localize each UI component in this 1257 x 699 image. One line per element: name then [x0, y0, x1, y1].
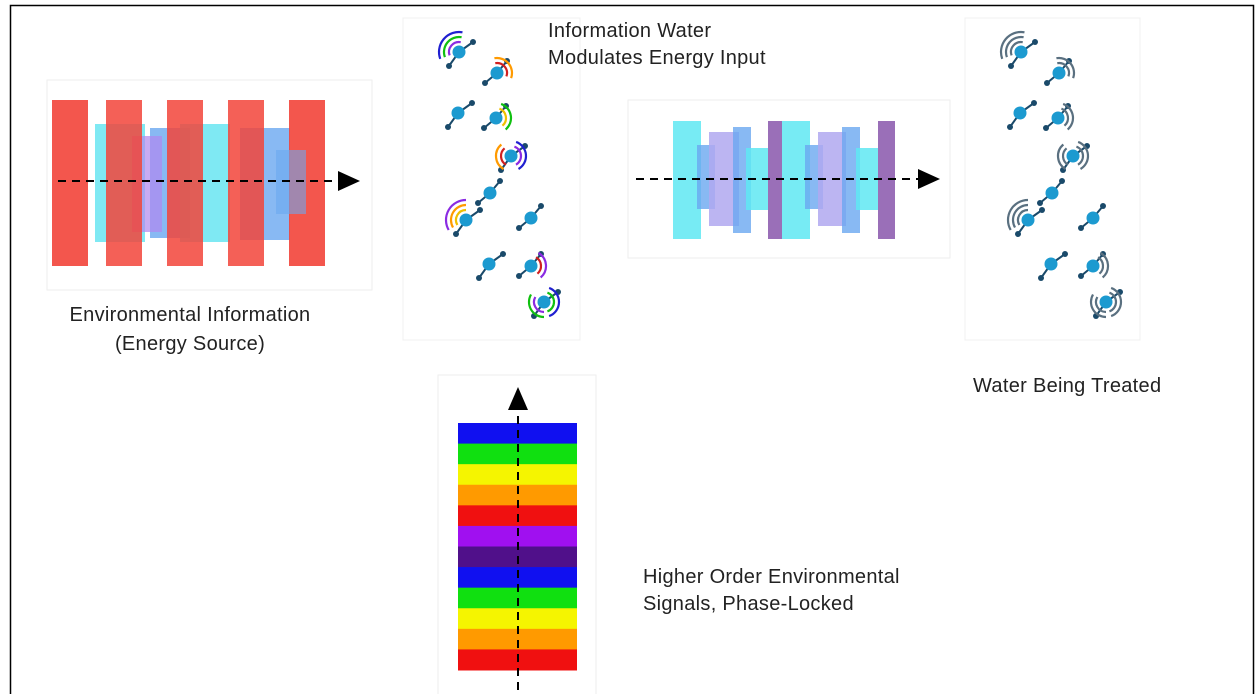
hydrogen — [1038, 275, 1044, 281]
label-line: Information Water — [548, 20, 711, 42]
modulated-panel — [628, 100, 950, 258]
oxygen — [525, 260, 538, 273]
hydrogen — [1059, 178, 1065, 184]
oxygen — [1087, 260, 1100, 273]
oxygen — [484, 187, 497, 200]
label-line: (Energy Source) — [115, 333, 265, 355]
hydrogen — [446, 63, 452, 69]
hydrogen — [538, 203, 544, 209]
hydrogen — [500, 251, 506, 257]
hydrogen — [470, 39, 476, 45]
oxygen — [1045, 258, 1058, 271]
hydrogen — [516, 225, 522, 231]
hydrogen — [469, 100, 475, 106]
label-line: Modulates Energy Input — [548, 47, 766, 69]
oxygen — [1100, 296, 1113, 309]
label-line: Higher Order Environmental — [643, 566, 900, 588]
label-line: Environmental Information — [70, 304, 311, 326]
signals-panel — [438, 375, 596, 694]
oxygen — [453, 46, 466, 59]
bar — [167, 100, 203, 266]
hydrogen — [1037, 200, 1043, 206]
oxygen — [1014, 107, 1027, 120]
energy-source-panel — [47, 80, 372, 290]
hydrogen — [1032, 39, 1038, 45]
hydrogen — [1008, 63, 1014, 69]
hydrogen — [516, 273, 522, 279]
hydrogen — [475, 200, 481, 206]
oxygen — [1052, 112, 1065, 125]
label-line: Water Being Treated — [973, 375, 1161, 397]
oxygen — [1046, 187, 1059, 200]
hydrogen — [1043, 125, 1049, 131]
hydrogen — [477, 207, 483, 213]
bar — [228, 100, 264, 266]
hydrogen — [481, 125, 487, 131]
hydrogen — [1078, 273, 1084, 279]
bar — [106, 100, 142, 266]
oxygen — [1087, 212, 1100, 225]
hydrogen — [1039, 207, 1045, 213]
oxygen — [525, 212, 538, 225]
oxygen — [490, 112, 503, 125]
hydrogen — [1044, 80, 1050, 86]
hydrogen — [445, 124, 451, 130]
label-line: Signals, Phase-Locked — [643, 593, 854, 615]
hydrogen — [1015, 231, 1021, 237]
hydrogen — [482, 80, 488, 86]
hydrogen — [453, 231, 459, 237]
oxygen — [505, 150, 518, 163]
hydrogen — [1031, 100, 1037, 106]
hydrogen — [1078, 225, 1084, 231]
oxygen — [1022, 214, 1035, 227]
hydrogen — [497, 178, 503, 184]
oxygen — [483, 258, 496, 271]
diagram: Information Water Modulates Energy Input… — [0, 0, 1257, 694]
hydrogen — [1007, 124, 1013, 130]
hydrogen — [1100, 203, 1106, 209]
hydrogen — [476, 275, 482, 281]
oxygen — [452, 107, 465, 120]
oxygen — [1053, 67, 1066, 80]
oxygen — [538, 296, 551, 309]
oxygen — [460, 214, 473, 227]
oxygen — [1067, 150, 1080, 163]
bar — [52, 100, 88, 266]
oxygen — [491, 67, 504, 80]
hydrogen — [1062, 251, 1068, 257]
water-molecules-treated — [965, 18, 1140, 340]
oxygen — [1015, 46, 1028, 59]
panel-box — [965, 18, 1140, 340]
